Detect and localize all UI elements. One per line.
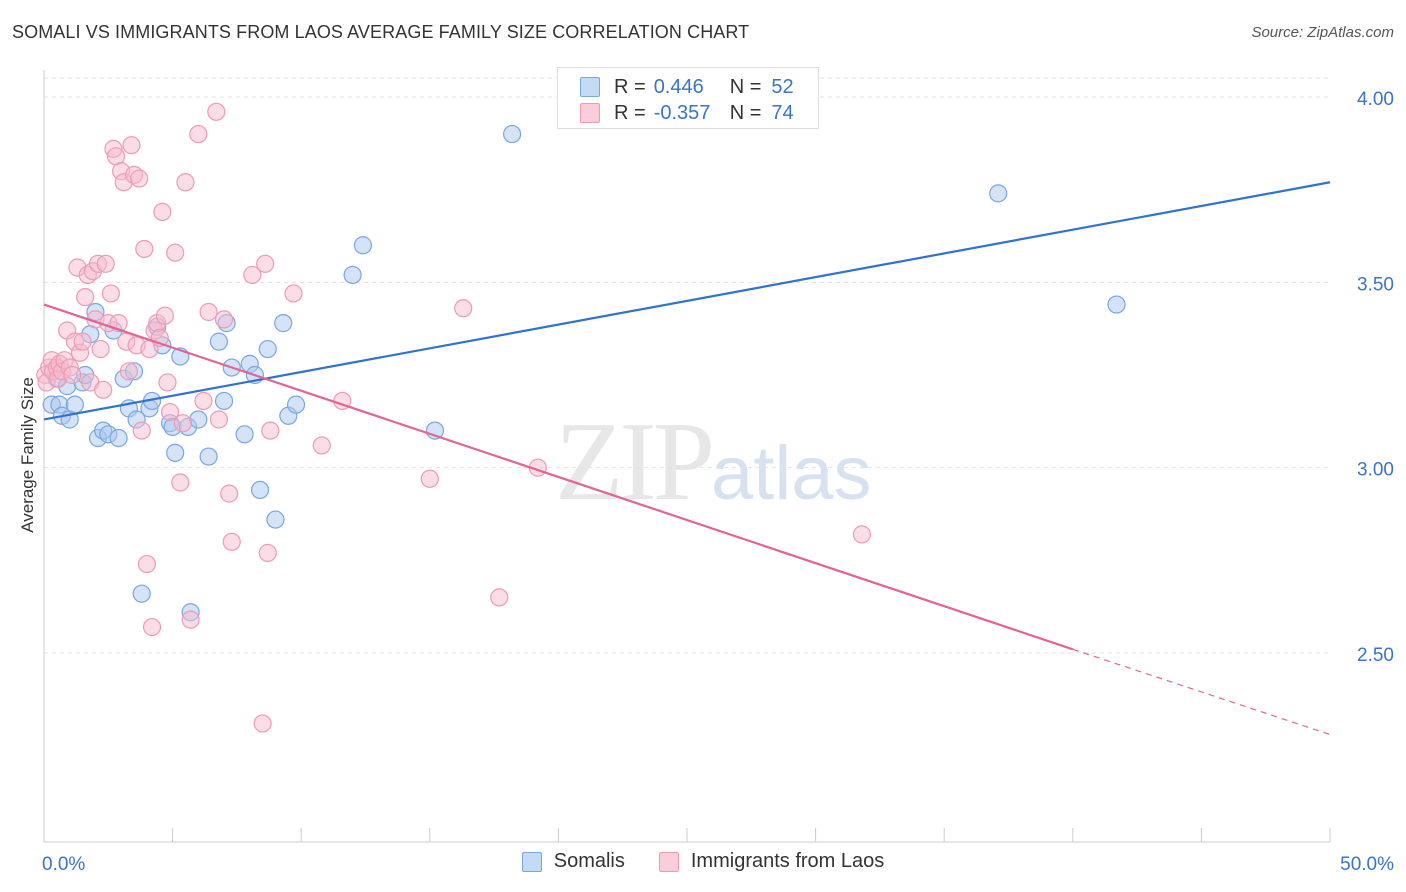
laos-point — [132, 421, 151, 440]
laos-point — [137, 554, 156, 574]
legend-n-label: N = — [729, 75, 762, 98]
laos-point — [135, 239, 154, 259]
laos-point — [261, 421, 280, 440]
laos-point — [222, 532, 241, 551]
somali-point — [132, 584, 151, 603]
somali-point — [235, 425, 254, 444]
legend-n-value: 74 — [771, 101, 794, 124]
laos-point — [153, 202, 172, 222]
laos-point — [96, 254, 115, 273]
somali-point — [109, 428, 128, 448]
somali-point — [166, 443, 185, 462]
laos-trend-line — [43, 303, 1074, 651]
laos-point — [420, 469, 439, 488]
series-legend: Somalis Immigrants from Laos — [0, 850, 1406, 873]
laos-point — [166, 243, 185, 262]
laos-point — [490, 588, 509, 607]
laos-point — [199, 302, 218, 322]
somali-point — [286, 395, 306, 414]
legend-n-label: N = — [729, 101, 762, 124]
somali-point — [209, 332, 228, 351]
laos-point — [91, 339, 110, 359]
chart-title: SOMALI VS IMMIGRANTS FROM LAOS AVERAGE F… — [12, 22, 750, 42]
watermark-atlas: atlas — [711, 431, 872, 516]
laos-point — [207, 102, 226, 121]
y-tick-label: 2.50 — [1357, 645, 1394, 666]
laos-point — [76, 288, 95, 307]
somali-point — [343, 265, 362, 285]
legend-r-value: 0.446 — [653, 75, 704, 98]
somali-point — [258, 339, 277, 359]
laos-point — [284, 284, 303, 303]
somali-point — [65, 395, 84, 414]
x-tick-label: 0.0% — [42, 854, 85, 875]
y-tick-label: 3.00 — [1357, 460, 1394, 481]
somali-point — [989, 184, 1008, 203]
somali-point — [266, 510, 285, 529]
laos-point — [171, 473, 190, 492]
somali-point — [1107, 295, 1126, 314]
legend-label-laos: Immigrants from Laos — [690, 850, 885, 872]
laos-point — [119, 362, 138, 381]
laos-point — [256, 254, 275, 273]
legend-swatch-somalis — [580, 77, 600, 97]
laos-point — [253, 714, 272, 733]
laos-point — [173, 414, 192, 433]
laos-point — [209, 410, 228, 429]
somali-point — [199, 447, 218, 466]
legend-swatch-laos — [658, 851, 679, 872]
laos-point — [142, 617, 162, 637]
somali-point — [189, 410, 208, 429]
laos-point — [155, 306, 174, 325]
laos-point — [176, 173, 195, 192]
somali-point — [503, 124, 522, 144]
laos-point — [73, 332, 92, 351]
y-axis-label: Average Family Size — [18, 377, 37, 533]
laos-point — [158, 373, 177, 392]
laos-point — [94, 380, 113, 399]
laos-point — [189, 124, 208, 144]
somali-point — [250, 480, 270, 500]
laos-point — [130, 169, 149, 188]
somali-point — [274, 314, 293, 333]
legend-row-somalis: R = 0.446 N = 52 — [580, 74, 794, 100]
y-tick-label: 4.00 — [1357, 89, 1394, 110]
y-tick-label: 3.50 — [1357, 274, 1394, 295]
somali-point — [214, 391, 234, 411]
laos-point — [122, 136, 141, 155]
laos-point — [220, 484, 239, 503]
laos-point — [852, 525, 871, 544]
laos-point — [101, 284, 120, 303]
correlation-legend: R = 0.446 N = 52 R = -0.357 N = 74 — [557, 67, 819, 129]
laos-point — [258, 543, 277, 563]
legend-r-value: -0.357 — [653, 101, 711, 124]
legend-swatch-laos — [580, 103, 600, 123]
somali-trend-line — [43, 181, 1331, 421]
laos-point — [181, 610, 200, 629]
laos-point — [454, 299, 473, 318]
legend-row-laos: R = -0.357 N = 74 — [580, 100, 794, 126]
laos-point — [243, 265, 262, 285]
legend-swatch-somalis — [521, 851, 542, 872]
laos-point — [194, 391, 213, 411]
laos-point — [214, 310, 234, 329]
laos-point — [312, 436, 331, 455]
somali-point — [353, 236, 373, 255]
source-label: Source: ZipAtlas.com — [1251, 24, 1394, 41]
x-tick-label: 50.0% — [1340, 854, 1394, 875]
legend-item-laos: Immigrants from Laos — [658, 850, 885, 873]
legend-r-label: R = — [614, 101, 646, 124]
legend-item-somalis: Somalis — [521, 850, 625, 873]
laos-trend-extension — [1072, 648, 1331, 736]
laos-point — [160, 402, 180, 422]
legend-label-somalis: Somalis — [553, 850, 625, 872]
legend-n-value: 52 — [771, 75, 794, 98]
legend-r-label: R = — [614, 75, 646, 98]
laos-point — [63, 365, 82, 385]
